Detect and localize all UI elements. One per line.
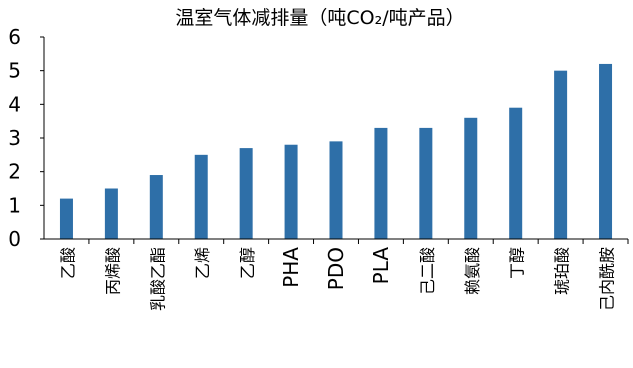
y-tick-label: 4: [8, 92, 21, 116]
bars-layer: [59, 63, 613, 240]
axes-layer: [40, 36, 629, 244]
x-tick-label: 赖氨酸: [463, 247, 482, 295]
x-tick-label: 乙酸: [58, 247, 77, 279]
bar: [419, 127, 433, 239]
bar: [509, 107, 523, 239]
bar: [149, 175, 163, 239]
y-tick-label: 6: [8, 25, 21, 49]
y-tick-label: 1: [8, 193, 21, 217]
x-tick-label: 乳酸乙酯: [148, 247, 167, 311]
x-tick-label: 丙烯酸: [103, 247, 122, 295]
bar: [599, 63, 613, 239]
bar: [284, 144, 298, 239]
x-tick-label: PDO: [324, 247, 348, 290]
y-tick-label: 3: [8, 126, 21, 150]
y-tick-label: 5: [8, 59, 21, 83]
bar: [554, 70, 568, 240]
x-tick-label: PHA: [279, 247, 303, 288]
x-tick-label: 乙烯: [193, 247, 212, 279]
y-tick-label: 0: [8, 227, 21, 251]
labels-layer: 0 1 2 3 4 5 6 乙酸 丙烯酸 乳酸乙酯 乙烯 乙醇 PHA PDO PLA 己二酸 赖氨酸 丁醇 琥珀酸…: [8, 25, 616, 311]
chart-title: 温室气体减排量（吨CO₂/吨产品）: [175, 7, 464, 29]
bar: [59, 198, 73, 239]
bar: [194, 154, 208, 239]
bar: [239, 148, 253, 239]
bar: [104, 188, 118, 239]
x-tick-label: 己二酸: [418, 247, 437, 295]
x-tick-label: PLA: [369, 247, 393, 285]
bar: [374, 127, 388, 239]
x-tick-label: 丁醇: [508, 247, 527, 279]
x-tick-label: 琥珀酸: [553, 247, 572, 295]
y-tick-label: 2: [8, 160, 21, 184]
bar: [329, 141, 343, 239]
x-tick-label: 己内酰胺: [598, 247, 617, 311]
bar: [464, 117, 478, 239]
x-tick-label: 乙醇: [238, 247, 257, 279]
